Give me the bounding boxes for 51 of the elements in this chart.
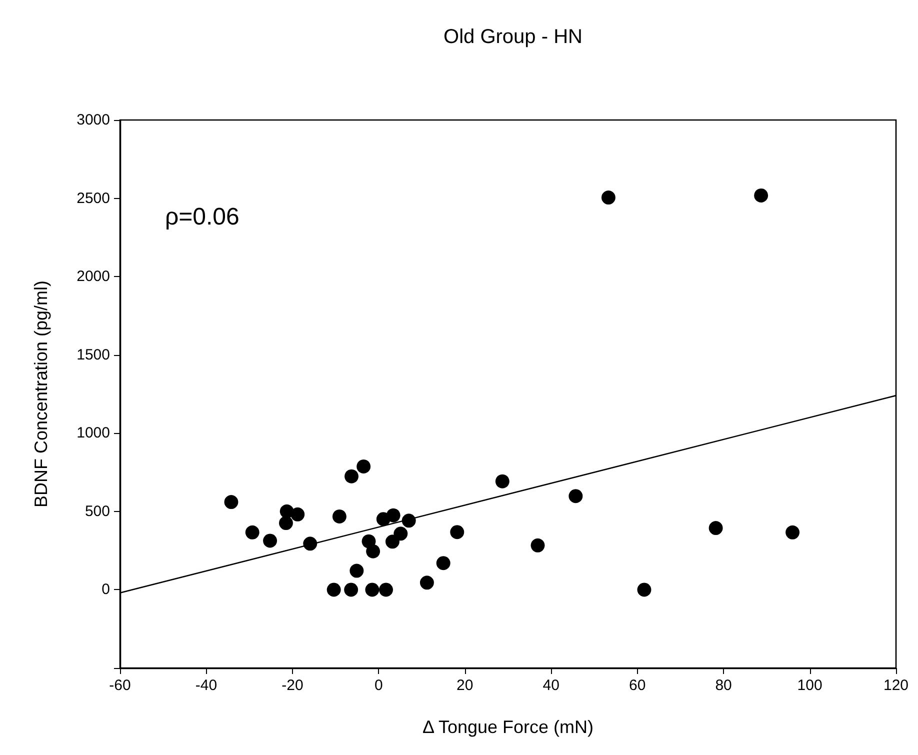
y-tick-label: 500	[84, 502, 110, 520]
point	[366, 544, 380, 558]
x-tick-label: 60	[628, 677, 646, 694]
x-tick-label: 40	[542, 677, 560, 694]
y-tick-label: 1500	[76, 346, 110, 364]
x-tick-label: -20	[282, 677, 304, 694]
point	[245, 525, 260, 540]
point	[420, 576, 434, 590]
point	[495, 474, 510, 488]
point	[326, 582, 341, 597]
point	[402, 514, 416, 528]
x-tick-label: 0	[374, 677, 383, 694]
y-tick-label: 0	[102, 581, 110, 598]
x-axis-title: Δ Tongue Force (mN)	[422, 717, 594, 737]
point	[350, 564, 364, 578]
point	[530, 538, 545, 552]
point	[386, 508, 400, 522]
point	[637, 582, 652, 597]
y-tick-label: 1000	[76, 424, 110, 442]
point	[379, 582, 393, 597]
y-tick-label: 3000	[76, 112, 110, 128]
point	[754, 188, 768, 202]
point	[450, 525, 464, 540]
y-tick-label: 2500	[76, 190, 110, 207]
point	[290, 507, 305, 522]
point	[224, 495, 238, 510]
point	[436, 556, 450, 570]
chart-title: Old Group - HN	[444, 26, 582, 48]
point	[263, 534, 278, 548]
point	[344, 582, 358, 597]
point	[394, 526, 408, 541]
point	[332, 509, 346, 524]
x-tick-label: 100	[797, 677, 822, 694]
y-axis-title: BDNF Concentration (pg/ml)	[31, 280, 51, 508]
point	[365, 582, 380, 597]
point	[385, 534, 400, 549]
point	[601, 190, 616, 204]
point	[568, 489, 583, 504]
point	[303, 536, 318, 551]
point	[708, 521, 723, 536]
x-tick-label: 20	[456, 677, 474, 694]
point	[356, 459, 371, 474]
x-tick-label: -60	[109, 677, 131, 694]
x-tick-label: 120	[883, 677, 909, 694]
point	[786, 525, 800, 540]
point	[278, 516, 293, 530]
x-tick-label: 80	[715, 677, 732, 694]
annotation: ρ=0.06	[165, 204, 240, 230]
point	[344, 469, 359, 484]
x-tick-label: -40	[195, 677, 218, 694]
y-tick-label: 2000	[76, 268, 110, 286]
